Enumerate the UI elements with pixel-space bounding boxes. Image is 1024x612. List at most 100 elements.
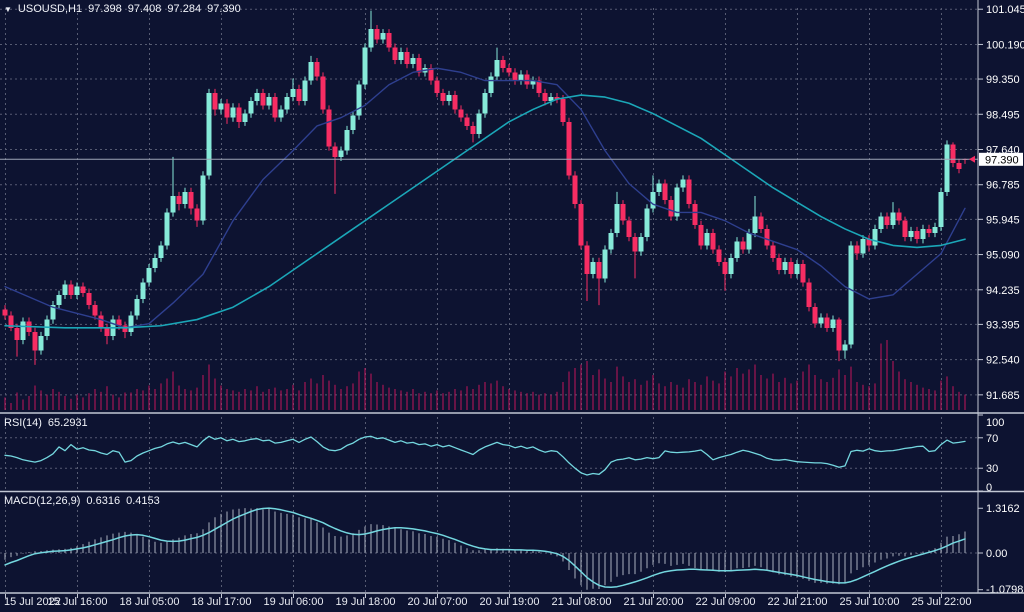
candle-body xyxy=(260,92,266,106)
volume-bar xyxy=(814,375,816,410)
volume-bar xyxy=(808,364,810,410)
candle-body xyxy=(248,101,254,114)
volume-bar xyxy=(472,389,474,410)
candle-body xyxy=(452,95,458,110)
candle-body xyxy=(188,191,194,209)
candle-body xyxy=(362,47,368,85)
candle-body xyxy=(740,241,746,250)
volume-bar xyxy=(556,391,558,410)
volume-bar xyxy=(574,368,576,410)
candle-body xyxy=(746,233,752,250)
candle-body xyxy=(488,76,494,93)
volume-bar xyxy=(922,387,924,410)
candle-body xyxy=(914,230,920,240)
volume-bar xyxy=(592,375,594,410)
candle-body xyxy=(548,97,554,102)
candle-body xyxy=(68,284,74,295)
volume-bar xyxy=(502,386,504,410)
time-axis-label: 18 Jul 05:00 xyxy=(120,596,180,608)
volume-bar xyxy=(802,371,804,410)
volume-bar xyxy=(712,380,714,410)
candle-body xyxy=(344,130,350,151)
candle-body xyxy=(356,84,362,116)
volume-bar xyxy=(664,386,666,410)
volume-bar xyxy=(382,384,384,410)
volume-bar xyxy=(358,371,360,410)
candle-body xyxy=(374,29,380,40)
candle-body xyxy=(404,51,410,65)
volume-bar xyxy=(784,377,786,410)
price-axis-label: 101.045 xyxy=(986,4,1024,16)
candle-body xyxy=(122,325,128,332)
candle-body xyxy=(278,109,284,118)
volume-bar xyxy=(28,396,30,410)
volume-bar xyxy=(460,390,462,410)
macd-axis-label: 1.3162 xyxy=(986,503,1020,515)
macd-indicator-label: MACD(12,26,9) 0.6316 0.4153 xyxy=(4,495,160,507)
volume-bar xyxy=(454,389,456,410)
volume-bar xyxy=(10,403,12,410)
volume-bar xyxy=(754,364,756,410)
volume-bar xyxy=(952,386,954,410)
candle-body xyxy=(578,204,584,246)
volume-bar xyxy=(112,394,114,410)
candle-body xyxy=(902,220,908,238)
quote-open: 97.398 xyxy=(88,3,122,15)
volume-bar xyxy=(196,387,198,410)
volume-bar xyxy=(256,386,258,410)
volume-bar xyxy=(364,368,366,410)
volume-bar xyxy=(796,380,798,410)
price-axis-label: 94.235 xyxy=(986,285,1020,297)
candle-body xyxy=(854,245,860,254)
volume-bar xyxy=(346,386,348,410)
candle-body xyxy=(776,257,782,271)
candle-body xyxy=(950,144,956,164)
candle-body xyxy=(620,204,626,221)
candle-body xyxy=(398,51,404,61)
volume-bar xyxy=(724,371,726,410)
candle-body xyxy=(476,113,482,135)
candle-body xyxy=(176,195,182,205)
candle-body xyxy=(290,88,296,98)
candle-body xyxy=(146,268,152,283)
candle-body xyxy=(818,317,824,324)
volume-bar xyxy=(682,387,684,410)
price-axis-label: 99.350 xyxy=(986,74,1020,86)
time-axis-label: 21 Jul 08:00 xyxy=(552,596,612,608)
volume-bar xyxy=(898,371,900,410)
time-axis-label: 22 Jul 21:00 xyxy=(768,596,828,608)
volume-bar xyxy=(964,394,966,410)
volume-bar xyxy=(490,383,492,410)
candle-body xyxy=(716,249,722,262)
volume-bar xyxy=(928,389,930,410)
price-axis-label: 100.190 xyxy=(986,39,1024,51)
rsi-value: 65.2931 xyxy=(47,417,88,429)
candle-body xyxy=(632,237,638,252)
time-axis-label: 20 Jul 19:00 xyxy=(480,596,540,608)
quote-line: ▼ USOUSD,H1 97.398 97.408 97.284 97.390 xyxy=(4,3,241,15)
volume-bar xyxy=(844,375,846,410)
volume-bar xyxy=(616,366,618,410)
candle-body xyxy=(182,191,188,205)
volume-bar xyxy=(772,373,774,410)
volume-bar xyxy=(394,389,396,410)
volume-bar xyxy=(184,389,186,410)
time-axis-label: 19 Jul 06:00 xyxy=(264,596,324,608)
candle-body xyxy=(98,315,104,328)
volume-bar xyxy=(412,389,414,410)
volume-bar xyxy=(634,379,636,410)
volume-bar xyxy=(244,389,246,410)
volume-bar xyxy=(190,390,192,410)
candle-body xyxy=(704,233,710,246)
symbol-dropdown-icon[interactable]: ▼ xyxy=(4,4,12,14)
candle-body xyxy=(494,60,500,77)
volume-bar xyxy=(40,390,42,410)
candle-body xyxy=(482,92,488,114)
candle-body xyxy=(266,97,272,106)
time-axis-label: 15 Jul 16:00 xyxy=(48,596,108,608)
candle-body xyxy=(584,245,590,275)
moving-average-fast-line xyxy=(4,67,966,329)
